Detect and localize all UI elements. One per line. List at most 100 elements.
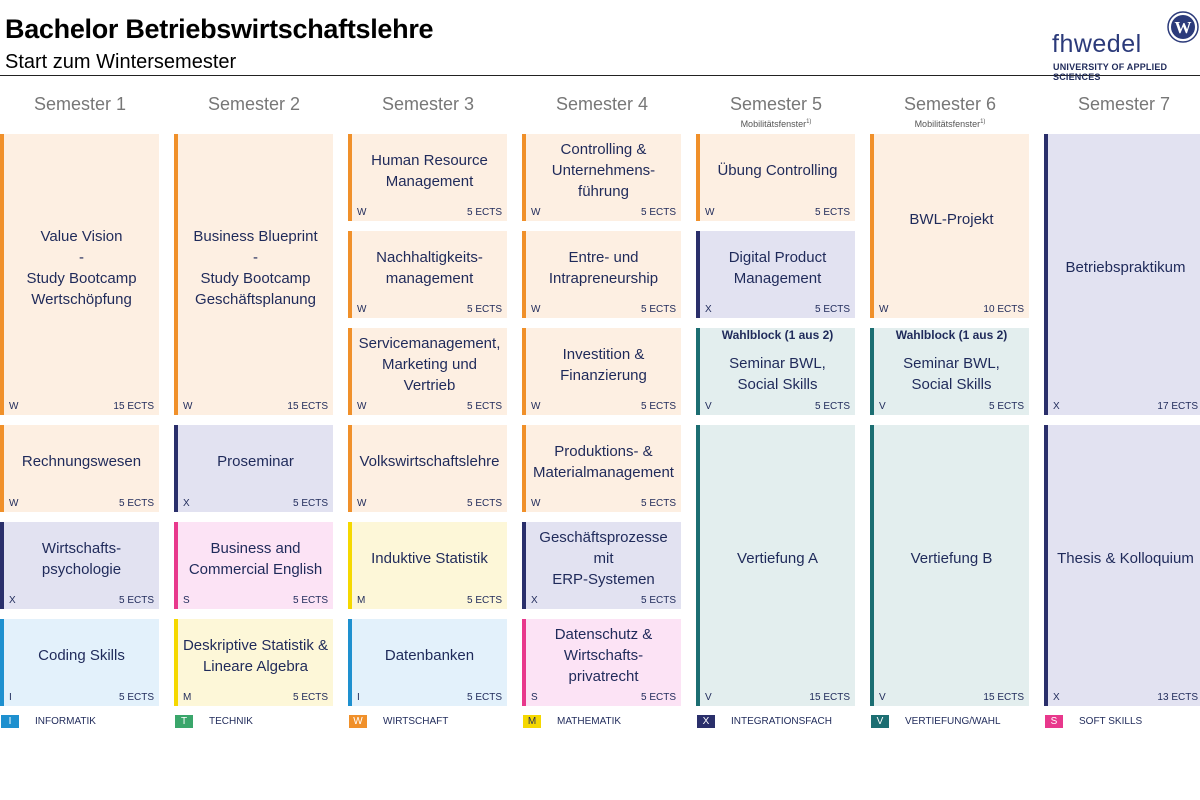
- module-category: V: [879, 401, 886, 412]
- module-ects: 15 ECTS: [983, 692, 1024, 703]
- module-ects: 5 ECTS: [118, 595, 154, 606]
- module-card: Deskriptive Statistik & Lineare Algebra M…: [174, 619, 333, 706]
- module-category: X: [1053, 692, 1060, 703]
- module-title: Rechnungswesen: [21, 453, 142, 470]
- module-ects: 5 ECTS: [640, 401, 676, 412]
- module-category: W: [9, 498, 19, 509]
- module-ects: 5 ECTS: [466, 692, 502, 703]
- module-category: V: [705, 401, 712, 412]
- legend-label: MATHEMATIK: [557, 716, 622, 727]
- module-category: X: [183, 498, 190, 509]
- module-ects: 5 ECTS: [814, 401, 850, 412]
- module-card: Controlling & Unternehmens- führung W 5 EC…: [522, 134, 681, 221]
- module-category: V: [879, 692, 886, 703]
- legend-label: INFORMATIK: [35, 716, 96, 727]
- module-title: Volkswirtschaftslehre: [359, 453, 500, 470]
- module-category: W: [531, 304, 541, 315]
- module-ects: 5 ECTS: [466, 207, 502, 218]
- module-category: W: [531, 207, 541, 218]
- logo-wordmark: fhwedel: [1052, 30, 1142, 58]
- module-title: Deskriptive Statistik & Lineare Algebra: [182, 636, 329, 675]
- module-category: W: [357, 498, 367, 509]
- module-title: BWL-Projekt: [909, 210, 994, 228]
- legend-label: SOFT SKILLS: [1079, 716, 1143, 727]
- module-ects: 5 ECTS: [292, 595, 328, 606]
- module-category: X: [705, 304, 712, 315]
- module-category: W: [531, 498, 541, 509]
- module-ects: 5 ECTS: [814, 304, 850, 315]
- module-card: Servicemanagement, Marketing und Vertrie…: [348, 328, 507, 415]
- module-ects: 15 ECTS: [287, 401, 328, 412]
- module-category: W: [357, 304, 367, 315]
- legend-swatch: M: [523, 715, 541, 728]
- module-card: Coding Skills I 5 ECTS: [0, 619, 159, 706]
- module-card: Wahlblock (1 aus 2) Seminar BWL, Social S…: [696, 328, 855, 415]
- semester-header: Semester 2: [207, 94, 301, 114]
- module-title: Nachhaltigkeits- management: [376, 248, 483, 287]
- module-category: W: [183, 401, 193, 412]
- module-ects: 5 ECTS: [118, 498, 154, 509]
- module-ects: 5 ECTS: [292, 498, 328, 509]
- module-ects: 5 ECTS: [640, 498, 676, 509]
- module-card: Volkswirtschaftslehre W 5 ECTS: [348, 425, 507, 512]
- module-title: Vertiefung B: [910, 550, 993, 567]
- wahlblock-heading: Wahlblock (1 aus 2): [721, 328, 834, 342]
- module-card: Geschäftsprozesse mit ERP-Systemen X 5 ECT…: [522, 522, 681, 609]
- module-card: Proseminar X 5 ECTS: [174, 425, 333, 512]
- legend-swatch: S: [1045, 715, 1063, 728]
- module-category: W: [531, 401, 541, 412]
- module-title: Wirtschafts- psychologie: [41, 539, 122, 578]
- module-card: Wahlblock (1 aus 2) Seminar BWL, Social S…: [870, 328, 1029, 415]
- module-card: Wirtschafts- psychologie X 5 ECTS: [0, 522, 159, 609]
- legend-swatch: X: [697, 715, 715, 728]
- module-ects: 5 ECTS: [640, 304, 676, 315]
- module-title: Controlling & Unternehmens- führung: [551, 141, 656, 200]
- module-title: Digital Product Management: [728, 248, 827, 287]
- legend-swatch: I: [1, 715, 19, 728]
- module-title: Thesis & Kolloquium: [1057, 550, 1194, 567]
- module-category: S: [183, 595, 190, 606]
- header-divider: [0, 75, 1200, 76]
- module-category: X: [9, 595, 16, 606]
- module-ects: 15 ECTS: [113, 401, 154, 412]
- module-title: Entre- und Intrapreneurship: [548, 248, 659, 287]
- module-ects: 5 ECTS: [292, 692, 328, 703]
- semester-header: Semester 4: [555, 94, 649, 114]
- logo-tagline: UNIVERSITY OF APPLIED SCIENCES: [1053, 62, 1168, 82]
- module-title: Value Vision - Study Bootcamp Wertschöpf…: [26, 227, 137, 308]
- module-card: Datenschutz & Wirtschafts- privatrecht S 5…: [522, 619, 681, 706]
- semester-header: Semester 6: [903, 94, 997, 114]
- svg-text:W: W: [1175, 18, 1192, 37]
- module-title: Business Blueprint - Study Bootcamp Gesc…: [193, 227, 318, 308]
- module-ects: 15 ECTS: [809, 692, 850, 703]
- module-card: Betriebspraktikum X 17 ECTS: [1044, 134, 1200, 415]
- module-ects: 13 ECTS: [1157, 692, 1198, 703]
- page-subtitle: Start zum Wintersemester: [5, 51, 237, 73]
- module-card: Value Vision - Study Bootcamp Wertschöpf…: [0, 134, 159, 415]
- legend-swatch: V: [871, 715, 889, 728]
- module-title: Vertiefung A: [737, 550, 818, 567]
- module-title: Induktive Statistik: [371, 550, 488, 567]
- semester-note: Mobilitätsfenster1): [740, 119, 812, 129]
- module-card: Investition & Finanzierung W 5 ECTS: [522, 328, 681, 415]
- module-ects: 5 ECTS: [466, 304, 502, 315]
- wahlblock-heading: Wahlblock (1 aus 2): [895, 328, 1008, 342]
- module-ects: 5 ECTS: [640, 207, 676, 218]
- module-card: Produktions- & Materialmanagement W 5 ECTS: [522, 425, 681, 512]
- module-category: I: [9, 692, 12, 703]
- module-card: Human Resource Management W 5 ECTS: [348, 134, 507, 221]
- module-title: Investition & Finanzierung: [560, 345, 647, 384]
- module-title: Servicemanagement, Marketing und Vertrie…: [358, 335, 501, 394]
- module-title: Datenschutz & Wirtschafts- privatrecht: [554, 626, 653, 685]
- legend-label: TECHNIK: [209, 716, 253, 727]
- module-category: W: [9, 401, 19, 412]
- module-ects: 5 ECTS: [988, 401, 1024, 412]
- module-card: Thesis & Kolloquium X 13 ECTS: [1044, 425, 1200, 706]
- module-category: S: [531, 692, 538, 703]
- module-ects: 5 ECTS: [640, 595, 676, 606]
- module-ects: 5 ECTS: [118, 692, 154, 703]
- module-ects: 10 ECTS: [983, 304, 1024, 315]
- module-title: Geschäftsprozesse mit ERP-Systemen: [539, 529, 668, 588]
- semester-note: Mobilitätsfenster1): [914, 119, 986, 129]
- module-card: Übung Controlling W 5 ECTS: [696, 134, 855, 221]
